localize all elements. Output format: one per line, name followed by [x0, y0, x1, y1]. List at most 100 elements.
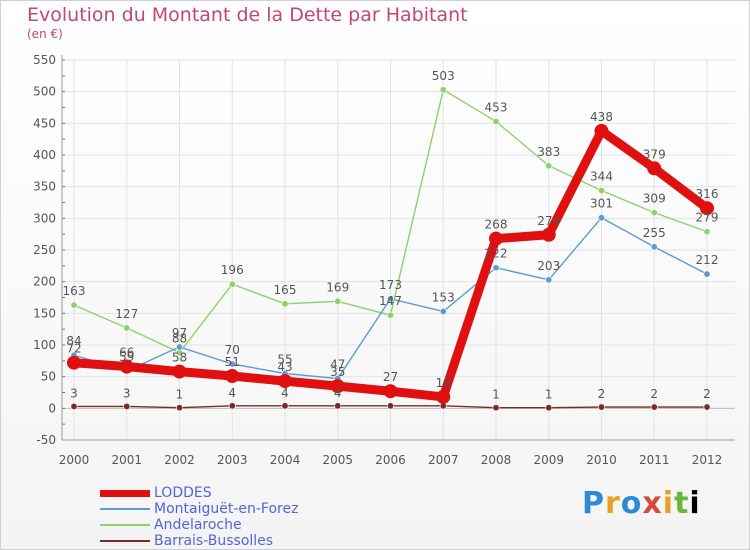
data-label-2: 88	[172, 332, 187, 346]
data-point-0	[541, 227, 556, 242]
x-tick-label: 2008	[481, 453, 512, 467]
legend-label-montaiguet: Montaiguët-en-Forez	[154, 501, 299, 517]
data-point-2	[492, 117, 500, 125]
data-label-2: 169	[326, 280, 349, 294]
data-label-1: 255	[643, 226, 666, 240]
data-point-1	[703, 270, 711, 278]
logo-letter: t	[674, 486, 690, 521]
data-label-3: 4	[334, 386, 342, 400]
logo-letter: r	[605, 486, 621, 521]
data-point-3	[176, 404, 184, 412]
data-label-0: 58	[172, 351, 187, 365]
data-label-2: 127	[115, 307, 138, 321]
data-point-0	[67, 355, 81, 370]
chart-title: Evolution du Montant de la Dette par Hab…	[27, 4, 468, 26]
y-tick-label: 200	[33, 275, 56, 289]
logo-letter: x	[642, 486, 663, 521]
data-label-3: 2	[703, 387, 711, 401]
y-tick-label: -50	[36, 433, 56, 447]
data-point-2	[123, 324, 131, 332]
x-tick-label: 2011	[639, 453, 670, 467]
data-label-1: 47	[330, 358, 345, 372]
data-label-0: 379	[643, 147, 666, 161]
data-label-1: 55	[277, 353, 292, 367]
x-tick-label: 2012	[692, 453, 723, 467]
data-point-0	[436, 389, 451, 404]
data-label-1: 212	[696, 253, 719, 267]
data-point-3	[123, 402, 131, 410]
data-label-3: 3	[70, 386, 78, 400]
data-label-0: 66	[119, 346, 134, 360]
data-label-1: 59	[119, 350, 134, 364]
data-label-0: 18	[436, 376, 451, 390]
data-label-2: 196	[221, 263, 244, 277]
x-tick-label: 2002	[164, 453, 195, 467]
data-point-0	[119, 359, 134, 374]
x-tick-label: 2006	[375, 453, 406, 467]
logo-letter: i	[689, 486, 701, 521]
data-label-0: 43	[277, 360, 292, 374]
data-point-1	[228, 360, 236, 368]
x-tick-label: 2000	[59, 453, 90, 467]
y-tick-label: 500	[33, 85, 56, 99]
data-point-0	[330, 379, 345, 394]
data-point-3	[492, 404, 500, 412]
y-tick-label: 550	[33, 53, 56, 67]
data-point-2	[597, 186, 605, 194]
data-point-3	[386, 402, 394, 410]
data-label-2: 309	[643, 192, 666, 206]
data-point-2	[70, 301, 78, 309]
data-point-2	[281, 300, 289, 308]
data-point-1	[439, 307, 447, 315]
data-label-3: 2	[598, 387, 606, 401]
data-point-0	[383, 384, 398, 399]
data-point-1	[492, 264, 500, 272]
x-tick-label: 2004	[270, 453, 301, 467]
data-label-1: 203	[537, 259, 560, 273]
data-label-2: 344	[590, 169, 613, 183]
data-label-3: 3	[123, 386, 131, 400]
data-label-3: 2	[650, 387, 658, 401]
legend-swatch-andelaroche	[100, 524, 150, 526]
x-tick-label: 2005	[322, 453, 353, 467]
legend-swatch-barrais	[100, 540, 150, 542]
legend-label-loddes: LODDES	[154, 485, 212, 501]
data-point-1	[386, 295, 394, 303]
data-point-2	[386, 311, 394, 319]
x-tick-label: 2003	[217, 453, 248, 467]
data-label-2: 383	[537, 145, 560, 159]
data-point-3	[281, 402, 289, 410]
data-label-0: 316	[696, 187, 719, 201]
data-label-2: 165	[274, 283, 297, 297]
legend-label-barrais: Barrais-Bussolles	[154, 533, 274, 549]
data-label-2: 453	[485, 100, 508, 114]
logo-letter: P	[582, 486, 605, 521]
data-point-0	[278, 374, 292, 389]
data-point-1	[176, 343, 184, 351]
data-label-0: 35	[330, 365, 345, 379]
data-point-2	[703, 228, 711, 236]
x-tick-label: 2009	[533, 453, 564, 467]
data-point-2	[545, 162, 553, 170]
data-label-1: 173	[379, 278, 402, 292]
data-label-0: 268	[485, 218, 508, 232]
data-label-3: 1	[545, 388, 553, 402]
data-label-2: 147	[379, 294, 402, 308]
data-label-3: 4	[281, 386, 289, 400]
data-label-1: 153	[432, 290, 455, 304]
y-tick-label: 350	[33, 180, 56, 194]
data-label-3: 1	[176, 388, 184, 402]
data-label-0: 438	[590, 110, 613, 124]
data-point-0	[594, 123, 609, 138]
y-tick-label: 450	[33, 116, 56, 130]
data-label-3: 4	[228, 386, 236, 400]
data-label-2: 503	[432, 69, 455, 83]
data-label-2: 163	[63, 284, 86, 298]
y-tick-label: 300	[33, 211, 56, 225]
data-label-0: 72	[66, 342, 81, 356]
data-point-2	[650, 209, 658, 217]
data-point-1	[545, 276, 553, 284]
proxiti-logo: Proxiti	[582, 486, 701, 521]
legend-swatch-montaiguet	[100, 508, 150, 510]
